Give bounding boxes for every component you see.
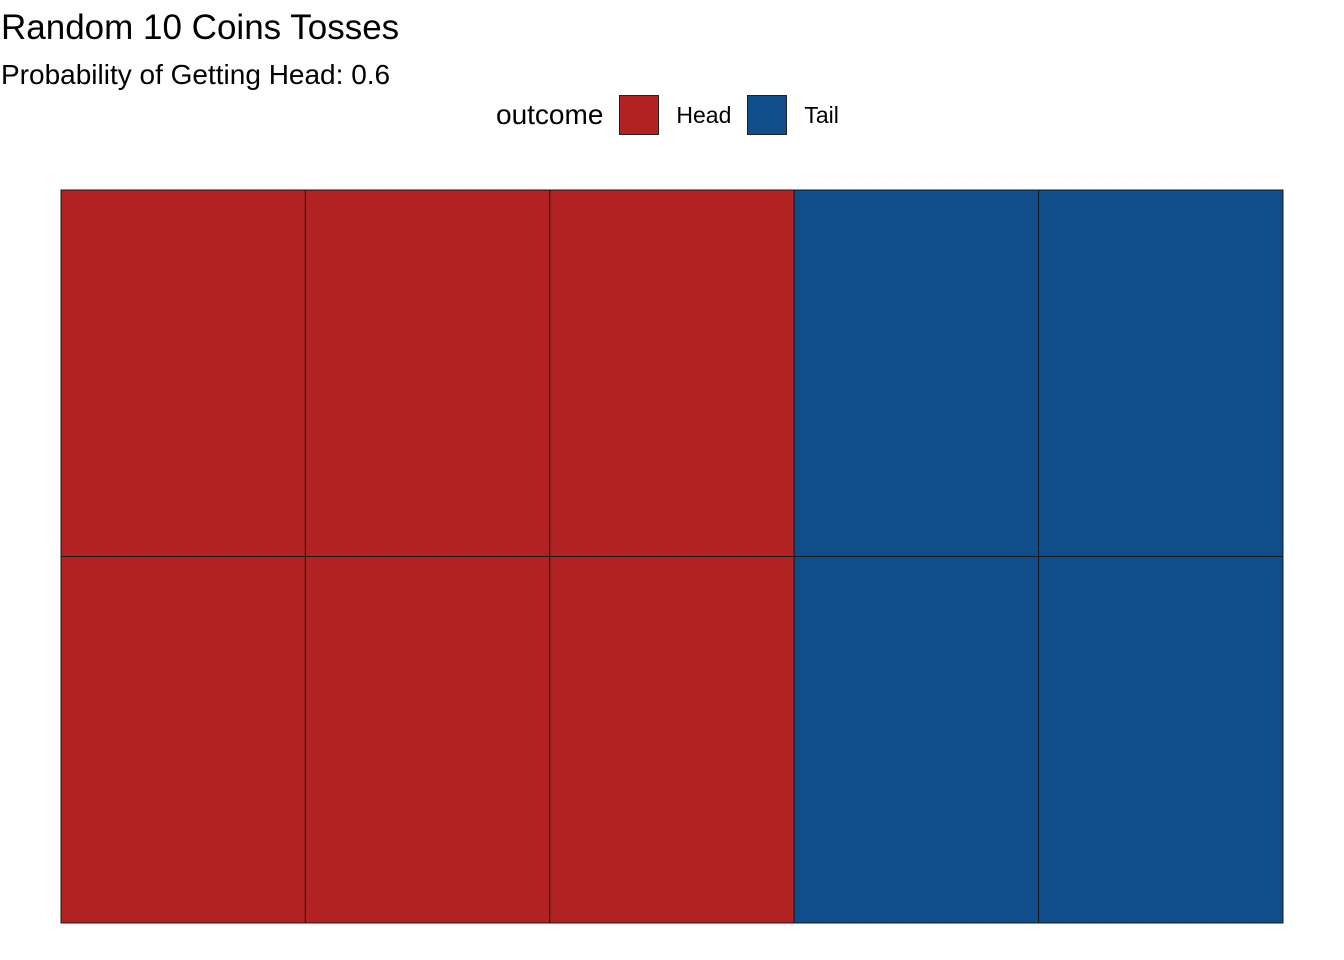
tile-head-c3-r2 bbox=[549, 556, 795, 924]
tile-head-c2-r1 bbox=[304, 189, 551, 557]
legend-label-head: Head bbox=[676, 101, 732, 128]
tile-head-c2-r2 bbox=[304, 556, 551, 924]
tile-tail-c5-r2 bbox=[1038, 556, 1284, 924]
tile-tail-c5-r1 bbox=[1038, 189, 1284, 557]
legend-key-tail bbox=[747, 95, 788, 135]
legend-label-tail: Tail bbox=[804, 101, 839, 128]
tile-head-c1-r2 bbox=[60, 556, 306, 924]
legend: outcome Head Tail bbox=[496, 94, 855, 136]
chart-subtitle: Probability of Getting Head: 0.6 bbox=[1, 59, 391, 90]
tile-tail-c4-r2 bbox=[793, 556, 1040, 924]
legend-key-head bbox=[619, 95, 660, 135]
tile-tail-c4-r1 bbox=[793, 189, 1040, 557]
tile-head-c1-r1 bbox=[60, 189, 306, 557]
chart-title: Random 10 Coins Tosses bbox=[1, 8, 400, 47]
tile-head-c3-r1 bbox=[549, 189, 795, 557]
legend-item-head: Head bbox=[619, 95, 731, 135]
legend-title: outcome bbox=[496, 99, 604, 130]
legend-item-tail: Tail bbox=[747, 95, 839, 135]
